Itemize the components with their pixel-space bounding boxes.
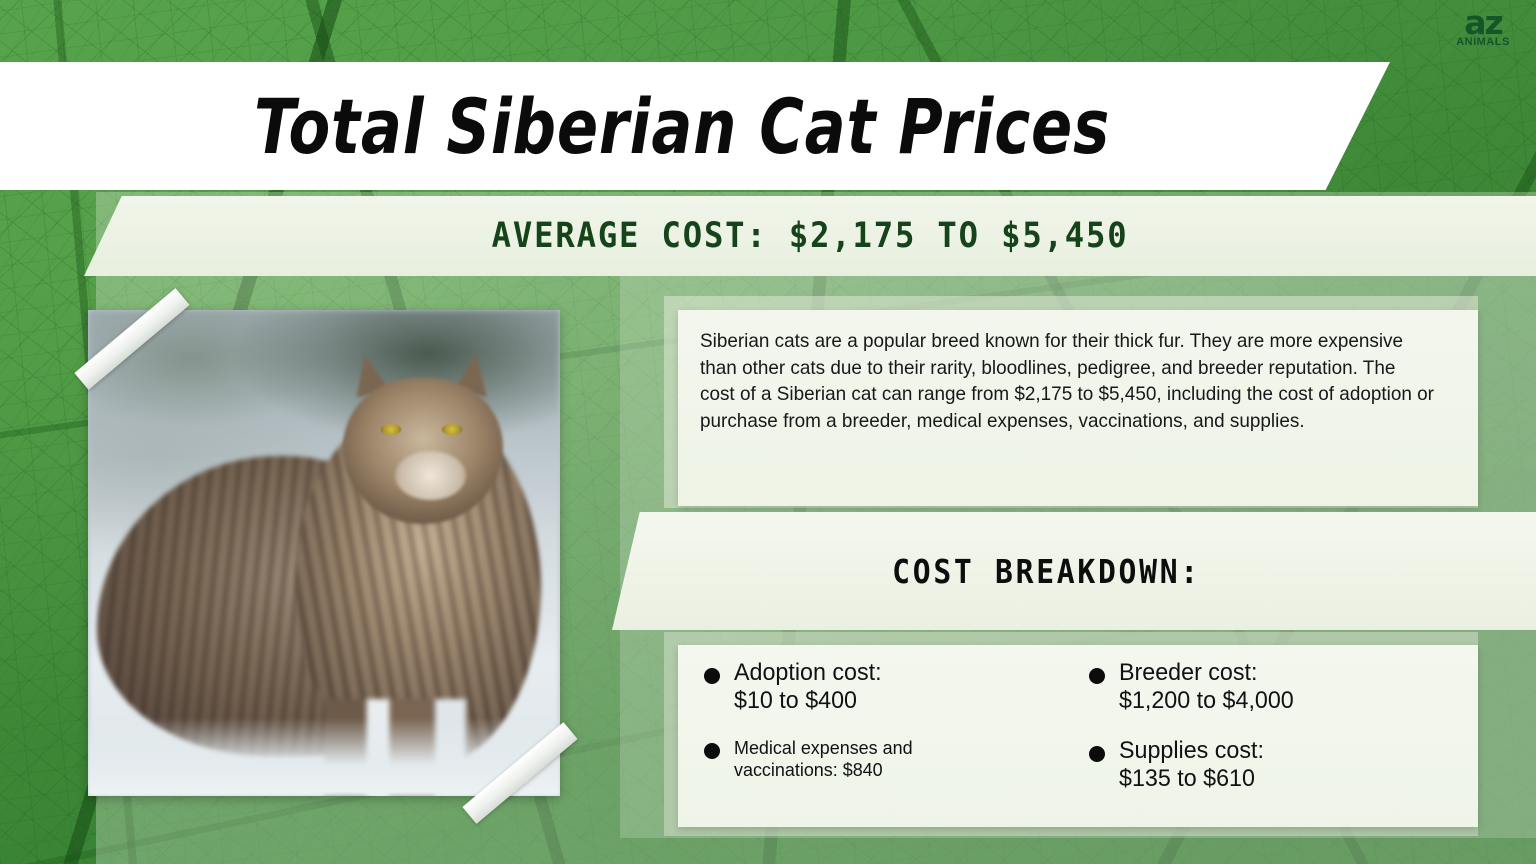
cat-photo-frame (74, 288, 578, 824)
cost-breakdown-banner: COST BREAKDOWN: (612, 512, 1536, 630)
title-banner: Total Siberian Cat Prices (0, 62, 1390, 190)
list-item: Adoption cost: $10 to $400 (704, 659, 1085, 735)
description-panel: Siberian cats are a popular breed known … (678, 310, 1478, 506)
bullet-dot-icon (1089, 746, 1105, 762)
breakdown-list-panel: Adoption cost: $10 to $400 Breeder cost:… (678, 645, 1478, 827)
cost-breakdown-heading: COST BREAKDOWN: (892, 551, 1202, 591)
logo-subtext: ANIMALS (1456, 36, 1510, 48)
list-item-text: Breeder cost: $1,200 to $4,000 (1119, 659, 1294, 716)
list-item-text: Medical expenses and vaccinations: $840 (734, 737, 913, 781)
list-item: Supplies cost: $135 to $610 (1089, 737, 1470, 813)
average-cost-text: AVERAGE COST: $2,175 TO $5,450 (491, 216, 1129, 256)
cat-photo (88, 310, 560, 796)
list-item-text: Adoption cost: $10 to $400 (734, 659, 882, 716)
photo-snow-foreground (88, 718, 560, 796)
bullet-dot-icon (1089, 668, 1105, 684)
list-item-label: Supplies cost: (1119, 737, 1264, 764)
list-item-value: $1,200 to $4,000 (1119, 687, 1294, 715)
cat-muzzle (394, 450, 466, 500)
cat-eye-left (380, 424, 401, 436)
page-title: Total Siberian Cat Prices (253, 81, 1111, 171)
bullet-dot-icon (704, 743, 720, 759)
cat-eye-right (442, 424, 462, 436)
logo-wordmark: az (1464, 3, 1503, 42)
average-cost-banner: AVERAGE COST: $2,175 TO $5,450 (84, 196, 1536, 276)
list-item-value: $10 to $400 (734, 687, 857, 715)
list-item-label: Medical expenses and (734, 737, 913, 758)
list-item-label: Adoption cost: (734, 659, 882, 686)
list-item-label: Breeder cost: (1119, 659, 1258, 686)
list-item-value: $135 to $610 (1119, 765, 1255, 793)
list-item-value: vaccinations: $840 (734, 759, 883, 781)
az-animals-logo: az ANIMALS (1444, 6, 1522, 56)
list-item: Breeder cost: $1,200 to $4,000 (1089, 659, 1470, 735)
list-item: Medical expenses and vaccinations: $840 (704, 737, 1085, 813)
description-text: Siberian cats are a popular breed known … (700, 330, 1434, 432)
bullet-dot-icon (704, 668, 720, 684)
list-item-text: Supplies cost: $135 to $610 (1119, 737, 1264, 794)
